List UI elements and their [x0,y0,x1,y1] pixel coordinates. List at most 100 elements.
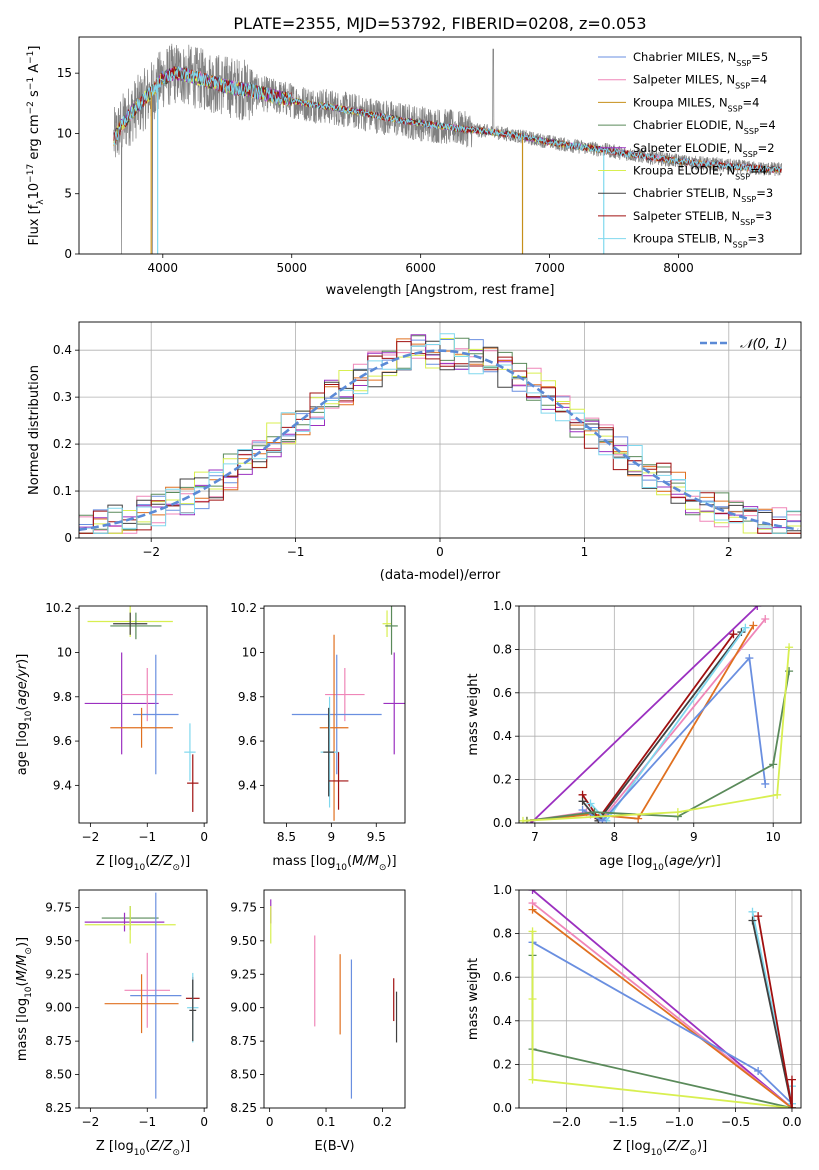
label-part: ( [347,854,352,869]
weight-line [531,931,793,1108]
label-part: Z [log [96,1139,134,1154]
error-bar-point [84,912,165,932]
axes-frame [263,889,406,1109]
plot-area-spectrum [113,43,783,254]
legend-text: Salpeter ELODIE, N [633,141,743,155]
y-tick-label: 0.4 [53,343,72,357]
plot-area-residuals [79,322,801,538]
y-tick-label: 5 [64,187,72,201]
y-tick-label: 0.4 [493,729,512,743]
x-tick-label: 0.1 [316,1115,335,1129]
label-part: )] [180,854,190,869]
error-bar-point [184,723,196,781]
legend-text: =3 [755,209,772,223]
legend-text: Salpeter MILES, N [633,73,735,87]
y-tick-label: 9.25 [230,967,257,981]
weight-marker [748,907,757,916]
error-bar-point [110,707,173,748]
weight-marker [785,643,794,652]
weight-marker [749,621,758,630]
plot-area-z-weight [519,890,801,1108]
legend-text: Chabrier STELIB, N [633,186,741,200]
model-spectrum-line [113,66,782,174]
x-tick-label: 0 [436,545,444,559]
weight-marker [528,890,537,894]
label-part: 10 [134,1148,146,1158]
weight-series [578,628,746,823]
legend-text: Chabrier MILES, N [633,50,736,64]
error-bar-point [319,634,349,821]
weight-line [581,633,735,821]
label-part: ⊙ [172,863,180,873]
label-part: )] [697,1139,707,1154]
x-axis-label: E(B-V) [314,1139,354,1154]
error-bar-point [382,610,392,637]
legend-text: =2 [758,141,775,155]
legend-entry: Salpeter ELODIE, NSSP=2 [633,141,775,159]
y-tick-label: 9.6 [238,734,257,748]
weight-marker [787,1104,796,1108]
y-tick-label: 0.4 [493,1014,512,1028]
weight-marker [598,816,607,823]
x-tick-label: −2 [142,545,160,559]
label-part: )] [15,654,30,664]
legend-subscript: SSP [735,81,750,90]
label-part: 10 [652,863,664,873]
weight-marker [578,797,587,806]
x-tick-label: −0.5 [721,1115,750,1129]
error-bar-point [110,612,162,640]
label-part: 10 [27,183,42,200]
label-part: ⊙ [379,863,387,873]
y-tick-label: 8.75 [230,1034,257,1048]
x-tick-label: 8.5 [277,830,296,844]
weight-marker [745,654,754,663]
label-part: )] [15,937,30,947]
y-tick-label: 0.2 [53,437,72,451]
y-tick-label: 0.0 [493,1101,512,1115]
error-bar-point [133,654,179,775]
label-part: ⊙ [24,947,34,955]
label-part: ⊙ [172,1148,180,1158]
x-axis-label: age [log10(age/yr)] [599,854,721,873]
weight-series [519,643,794,823]
y-tick-label: 0.3 [53,390,72,404]
histogram-series [79,333,801,534]
y-tick-label: 1.0 [493,599,512,613]
y-tick-label: 0.6 [493,970,512,984]
chart-z-mass: −2 −1 08.258.508.759.009.259.509.75Z [log1… [15,889,208,1158]
label-part: mass [log [15,998,30,1061]
chart-spectrum: 4000 5000 6000 7000 8000 0 5 10 15 Chabrier MILES… [26,36,802,298]
y-tick-label: 8.25 [45,1101,72,1115]
y-axis-label: Normed distribution [27,365,42,495]
x-tick-label: 0 [266,1115,274,1129]
x-tick-label: 7000 [534,261,565,275]
legend-text: =3 [756,186,773,200]
weight-series [522,667,794,823]
y-tick-label: 9.25 [45,967,72,981]
weight-marker [748,916,757,925]
label-part: age [log [15,722,30,775]
weight-marker [729,630,738,639]
error-bar-point [130,892,182,1099]
axes-frame [263,605,406,824]
x-tick-label: 9.5 [367,830,386,844]
weight-marker [528,905,537,914]
figure-title: PLATE=2355, MJD=53792, FIBERID=0208, z=0… [233,14,646,33]
legend-text: Chabrier ELODIE, N [633,118,744,132]
y-tick-label: 0.2 [493,773,512,787]
label-part: age/yr [669,854,712,869]
plot-area-mass-age [291,606,405,821]
weight-line [531,908,793,1108]
weight-marker [528,1075,537,1084]
x-tick-label: 4000 [148,261,179,275]
error-bar-point [383,652,405,755]
legend-subscript: SSP [743,149,758,158]
x-tick-label: 5000 [276,261,307,275]
weight-marker [754,912,763,921]
legend-subscript: SSP [736,59,751,68]
x-tick-label: −1 [287,545,305,559]
label-part: −1 [26,51,36,64]
legend-entry: Kroupa MILES, NSSP=4 [633,95,759,113]
legend-text: Kroupa STELIB, N [633,232,733,246]
